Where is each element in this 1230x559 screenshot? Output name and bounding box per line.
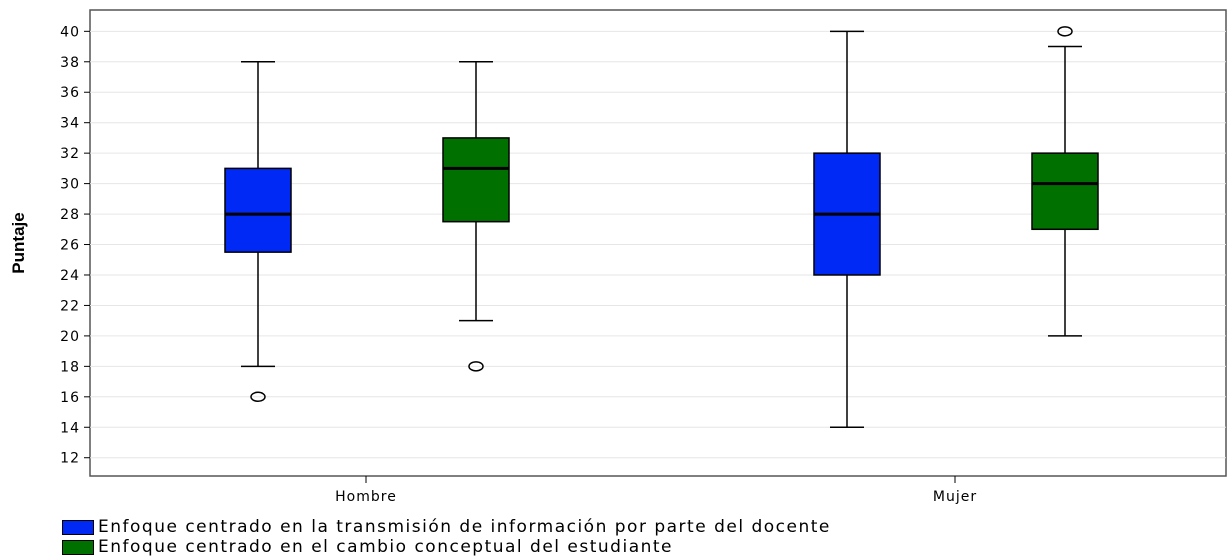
y-axis-title: Puntaje — [9, 212, 28, 273]
legend-swatch-blue — [62, 519, 94, 535]
outlier-point — [1057, 26, 1073, 37]
y-tick-label: 24 — [60, 268, 80, 284]
legend-item-series-2: Enfoque centrado en el cambio conceptual… — [62, 537, 831, 557]
outlier-point — [468, 361, 484, 372]
y-tick-label: 38 — [60, 55, 80, 71]
y-tick-label: 40 — [60, 24, 80, 40]
y-tick-label: 18 — [60, 359, 80, 375]
x-tick-label: Mujer — [933, 489, 977, 505]
y-tick-label: 14 — [60, 420, 80, 436]
iqr-box — [1031, 152, 1099, 231]
y-tick-label: 28 — [60, 207, 80, 223]
box-2-mujer — [1031, 26, 1099, 337]
x-axis: Hombre Mujer — [335, 476, 977, 505]
legend-label-series-2: Enfoque centrado en el cambio conceptual… — [98, 537, 674, 557]
iqr-box — [224, 167, 292, 253]
y-tick-label: 36 — [60, 85, 80, 101]
y-axis: 12 14 16 18 20 22 24 26 28 30 32 34 36 38 40 — [60, 24, 90, 467]
iqr-box — [442, 137, 510, 223]
outlier-point — [250, 391, 266, 403]
box-1-hombre — [224, 61, 292, 403]
y-tick-label: 32 — [60, 146, 80, 162]
y-tick-label: 30 — [60, 177, 80, 193]
box-2-hombre — [442, 61, 510, 372]
y-tick-label: 20 — [60, 329, 80, 345]
x-tick-label: Hombre — [335, 489, 397, 505]
y-tick-label: 16 — [60, 390, 80, 406]
box-1-mujer — [813, 30, 881, 429]
box-series — [224, 26, 1099, 429]
legend: Enfoque centrado en la transmisión de in… — [62, 517, 831, 557]
legend-label-series-1: Enfoque centrado en la transmisión de in… — [98, 517, 831, 537]
y-tick-label: 34 — [60, 116, 80, 132]
y-tick-label: 12 — [60, 451, 80, 467]
legend-item-series-1: Enfoque centrado en la transmisión de in… — [62, 517, 831, 537]
y-tick-label: 26 — [60, 238, 80, 254]
boxplot-chart: 12 14 16 18 20 22 24 26 28 30 32 34 36 38 40 Hombre Muj… — [9, 9, 1227, 505]
legend-swatch-green — [62, 539, 94, 555]
y-tick-label: 22 — [60, 298, 80, 314]
